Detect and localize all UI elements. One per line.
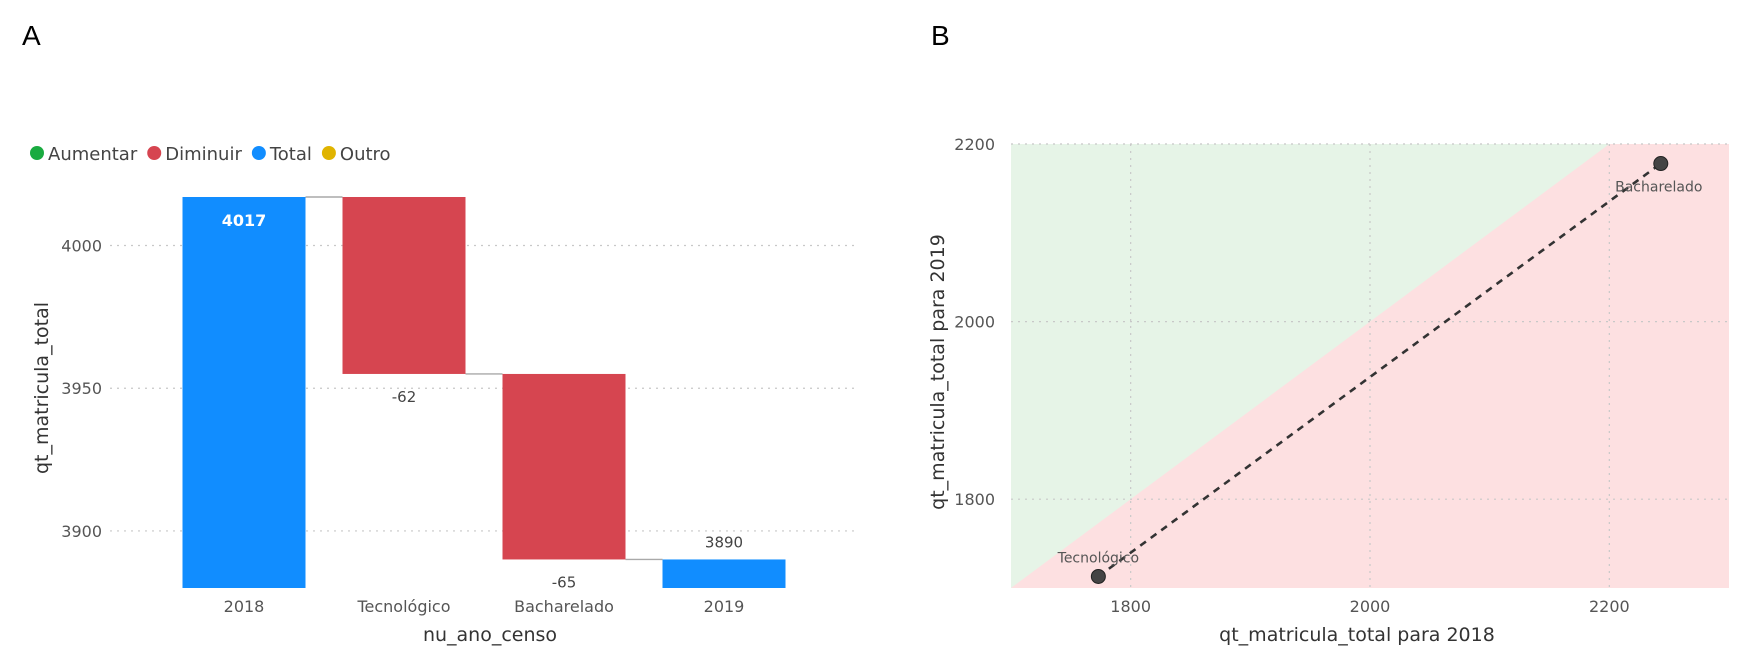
legend-marker-aumentar bbox=[30, 146, 44, 160]
x-tick-2018: 2018 bbox=[224, 597, 265, 616]
panel-label-b: B bbox=[931, 20, 950, 51]
y-axis-title: qt_matricula_total para 2019 bbox=[927, 234, 949, 510]
x-tick-2000: 2000 bbox=[1350, 597, 1391, 616]
bar-2018 bbox=[182, 197, 306, 588]
point-label-tecnologico: Tecnológico bbox=[1057, 550, 1139, 566]
bars bbox=[182, 196, 786, 588]
y-tick-2200: 2200 bbox=[954, 135, 995, 154]
bar-2019 bbox=[662, 559, 786, 588]
data-label-tecnologico: -62 bbox=[392, 388, 417, 406]
data-label-bacharelado: -65 bbox=[552, 573, 577, 591]
y-axis-title: qt_matricula_total bbox=[31, 302, 53, 474]
legend: Aumentar Diminuir Total Outro bbox=[30, 144, 391, 165]
data-label-2019: 3890 bbox=[705, 533, 743, 551]
grid bbox=[1011, 143, 1729, 588]
x-tick-1800: 1800 bbox=[1110, 597, 1151, 616]
points: Tecnológico Bacharelado bbox=[1057, 156, 1702, 584]
y-tick-2000: 2000 bbox=[954, 313, 995, 332]
legend-marker-outro bbox=[321, 146, 336, 160]
x-tick-bacharelado: Bacharelado bbox=[514, 597, 614, 616]
grid bbox=[110, 244, 855, 532]
y-ticks: 3900 3950 4000 bbox=[61, 237, 102, 541]
scatter-chart: Tecnológico Bacharelado 1800 2000 2200 1800… bbox=[927, 135, 1729, 646]
y-tick-3950: 3950 bbox=[61, 379, 102, 398]
legend-marker-diminuir bbox=[147, 146, 162, 160]
legend-marker-total bbox=[251, 146, 266, 160]
point-bacharelado bbox=[1653, 156, 1669, 172]
diagonal-regions bbox=[1011, 144, 1729, 588]
x-tick-2200: 2200 bbox=[1589, 597, 1630, 616]
y-ticks: 1800 2000 2200 bbox=[954, 135, 995, 509]
point-label-bacharelado: Bacharelado bbox=[1615, 180, 1702, 196]
legend-label-diminuir: Diminuir bbox=[165, 144, 242, 165]
legend-label-aumentar: Aumentar bbox=[48, 144, 138, 165]
region-above-diagonal bbox=[1011, 144, 1610, 588]
panel-label-a: A bbox=[22, 20, 41, 51]
x-ticks: 1800 2000 2200 bbox=[1110, 597, 1629, 616]
x-axis-title: qt_matricula_total para 2018 bbox=[1219, 624, 1495, 646]
bar-tecnologico bbox=[342, 197, 466, 374]
bar-bacharelado bbox=[502, 373, 626, 560]
legend-label-total: Total bbox=[269, 144, 312, 165]
data-labels: 4017 -62 -65 3890 bbox=[222, 211, 743, 591]
point-tecnologico bbox=[1090, 568, 1106, 584]
y-tick-4000: 4000 bbox=[61, 237, 102, 256]
x-ticks: 2018 Tecnológico Bacharelado 2019 bbox=[224, 597, 745, 616]
waterfall-chart: Aumentar Diminuir Total Outro 4017 -62 -65 389… bbox=[30, 144, 855, 646]
x-tick-tecnologico: Tecnológico bbox=[356, 597, 450, 616]
data-label-2018: 4017 bbox=[222, 211, 267, 230]
y-tick-3900: 3900 bbox=[61, 522, 102, 541]
legend-label-outro: Outro bbox=[340, 144, 391, 165]
y-tick-1800: 1800 bbox=[954, 490, 995, 509]
x-axis-title: nu_ano_censo bbox=[423, 624, 557, 646]
x-tick-2019: 2019 bbox=[704, 597, 745, 616]
